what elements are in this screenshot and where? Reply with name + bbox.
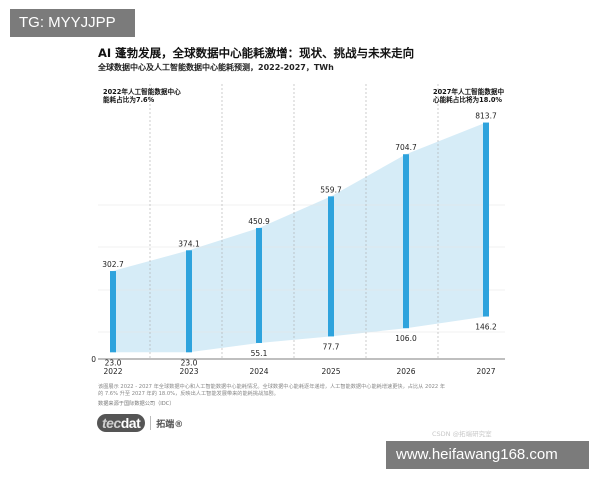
logo-mark: tecdat xyxy=(97,414,146,432)
x-tick-label-2024: 2024 xyxy=(249,367,268,376)
top-value-label-2023: 374.1 xyxy=(178,239,200,248)
bar-2026 xyxy=(403,154,409,329)
bar-2024 xyxy=(256,227,262,343)
y-tick-label-0: 0 xyxy=(91,355,96,364)
energy-band-area xyxy=(113,122,486,353)
x-tick-label-2022: 2022 xyxy=(103,367,122,376)
bottom-value-label-2024: 55.1 xyxy=(251,349,268,358)
footnote-line-2: 的 7.6% 升至 2027 年的 18.0%，反映出人工智能发展带来的能耗挑战… xyxy=(98,391,279,397)
brand-logo: tecdat 拓端® xyxy=(97,414,183,432)
annotation-right: 2027年人工智能数据中心能耗占比将为18.0% xyxy=(433,88,505,104)
watermark-tag-top: TG: MYYJJPP xyxy=(10,9,135,37)
watermark-text: CSDN @拓端研究室 xyxy=(432,430,492,438)
chart-subtitle: 全球数据中心及人工智能数据中心能耗预测，2022-2027，TWh xyxy=(98,63,334,72)
top-value-label-2024: 450.9 xyxy=(248,217,270,226)
bottom-value-label-2026: 106.0 xyxy=(395,334,417,343)
bottom-value-label-2023: 23.0 xyxy=(181,358,198,367)
top-value-label-2022: 302.7 xyxy=(102,260,124,269)
bottom-value-label-2022: 23.0 xyxy=(105,358,122,367)
bar-2023 xyxy=(186,250,192,353)
logo-mark-b: dat xyxy=(120,415,141,431)
top-value-label-2026: 704.7 xyxy=(395,143,417,152)
bottom-value-label-2027: 146.2 xyxy=(475,323,497,332)
footnote-line-1: 该图展示 2022 - 2027 年全球数据中心和人工智能数据中心能耗情况。全球… xyxy=(98,384,446,390)
x-tick-label-2025: 2025 xyxy=(321,367,340,376)
bottom-value-label-2025: 77.7 xyxy=(323,342,340,351)
top-value-label-2025: 559.7 xyxy=(320,185,342,194)
bar-2027 xyxy=(483,122,489,317)
x-tick-label-2026: 2026 xyxy=(396,367,415,376)
footnote-source: 数据来源于国际数据公司（IDC） xyxy=(98,401,175,407)
logo-divider xyxy=(150,416,152,430)
x-tick-label-2027: 2027 xyxy=(476,367,495,376)
logo-name: 拓端® xyxy=(156,419,184,430)
bar-2025 xyxy=(328,196,334,337)
chart-title: AI 蓬勃发展，全球数据中心能耗激增：现状、挑战与未来走向 xyxy=(98,46,415,60)
x-tick-label-2023: 2023 xyxy=(179,367,198,376)
annotation-left: 2022年人工智能数据中心能耗占比为7.6% xyxy=(103,88,181,104)
watermark-tag-bottom: www.heifawang168.com xyxy=(386,441,589,469)
logo-mark-a: tec xyxy=(102,415,121,431)
top-value-label-2027: 813.7 xyxy=(475,112,497,121)
bar-2022 xyxy=(110,271,116,353)
